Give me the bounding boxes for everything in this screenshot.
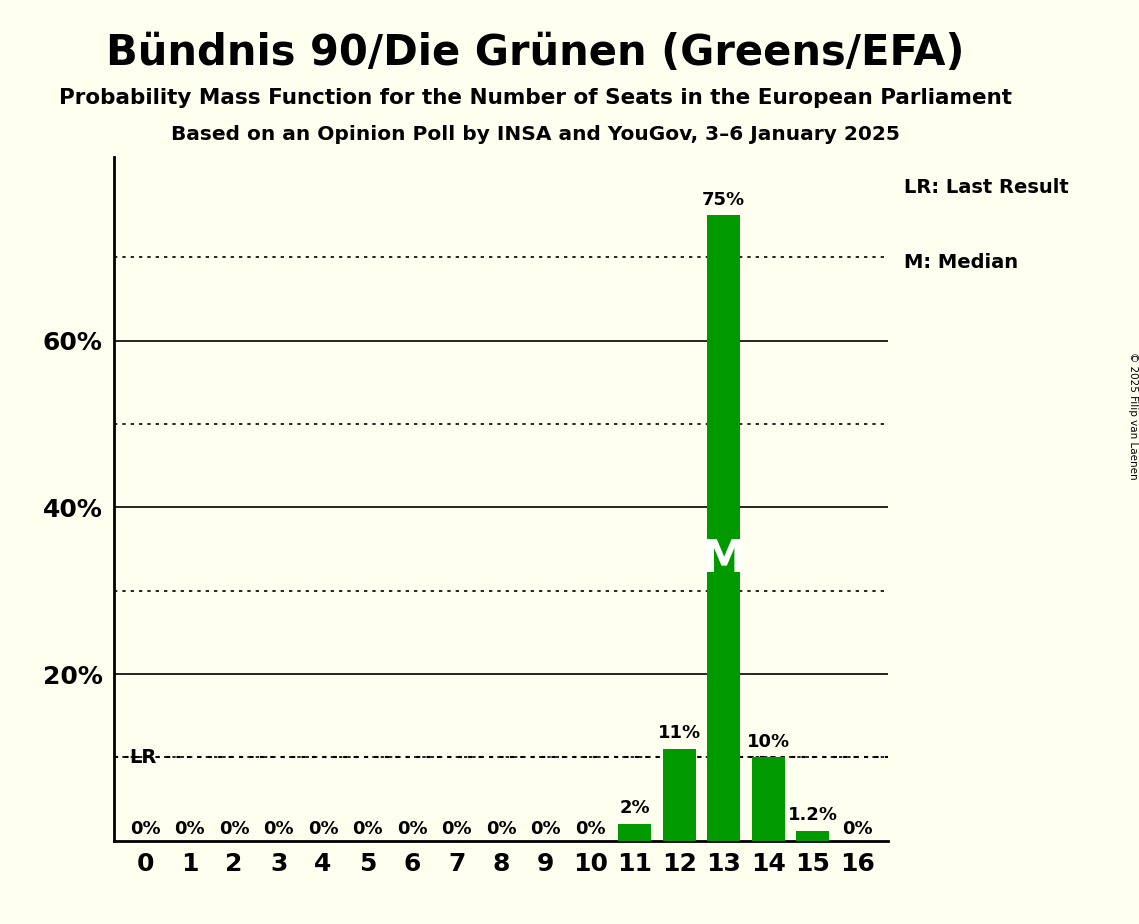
Bar (663, 749, 696, 841)
Text: 0%: 0% (396, 821, 427, 838)
Text: 0%: 0% (352, 821, 383, 838)
Text: 0%: 0% (130, 821, 161, 838)
Text: 75%: 75% (702, 190, 745, 209)
Text: M: M (702, 538, 746, 581)
Text: © 2025 Filip van Laenen: © 2025 Filip van Laenen (1129, 352, 1138, 480)
Text: 0%: 0% (174, 821, 205, 838)
Text: 1.2%: 1.2% (788, 806, 838, 824)
Text: Based on an Opinion Poll by INSA and YouGov, 3–6 January 2025: Based on an Opinion Poll by INSA and You… (171, 125, 900, 144)
Bar (796, 831, 829, 841)
Text: 0%: 0% (308, 821, 338, 838)
Text: Bündnis 90/Die Grünen (Greens/EFA): Bündnis 90/Die Grünen (Greens/EFA) (106, 32, 965, 74)
Text: 0%: 0% (575, 821, 606, 838)
Text: 0%: 0% (486, 821, 516, 838)
Text: 0%: 0% (263, 821, 294, 838)
Text: LR: LR (130, 748, 157, 767)
Text: Probability Mass Function for the Number of Seats in the European Parliament: Probability Mass Function for the Number… (59, 88, 1011, 108)
Text: 11%: 11% (657, 724, 700, 743)
Text: M: Median: M: Median (904, 253, 1018, 272)
Text: LR: Last Result: LR: Last Result (904, 177, 1068, 197)
Text: 0%: 0% (842, 821, 872, 838)
Bar (752, 758, 785, 841)
Bar (707, 215, 740, 841)
Text: 0%: 0% (441, 821, 472, 838)
Bar (618, 824, 652, 841)
Text: 0%: 0% (531, 821, 562, 838)
Text: 2%: 2% (620, 799, 650, 818)
Text: 10%: 10% (747, 733, 789, 751)
Text: 0%: 0% (219, 821, 249, 838)
